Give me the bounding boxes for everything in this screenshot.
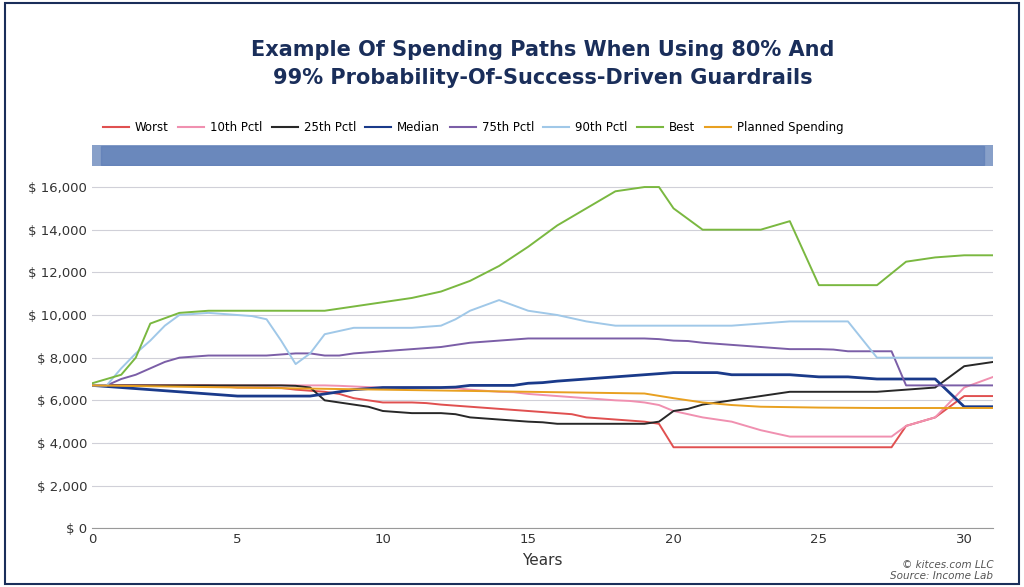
Text: © kitces.com LLC
Source: Income Lab: © kitces.com LLC Source: Income Lab <box>890 559 993 581</box>
Text: Example Of Spending Paths When Using 80% And
99% Probability-Of-Success-Driven G: Example Of Spending Paths When Using 80%… <box>251 39 835 87</box>
Legend: Worst, 10th Pctl, 25th Pctl, Median, 75th Pctl, 90th Pctl, Best, Planned Spendin: Worst, 10th Pctl, 25th Pctl, Median, 75t… <box>98 116 848 139</box>
X-axis label: Years: Years <box>522 553 563 568</box>
